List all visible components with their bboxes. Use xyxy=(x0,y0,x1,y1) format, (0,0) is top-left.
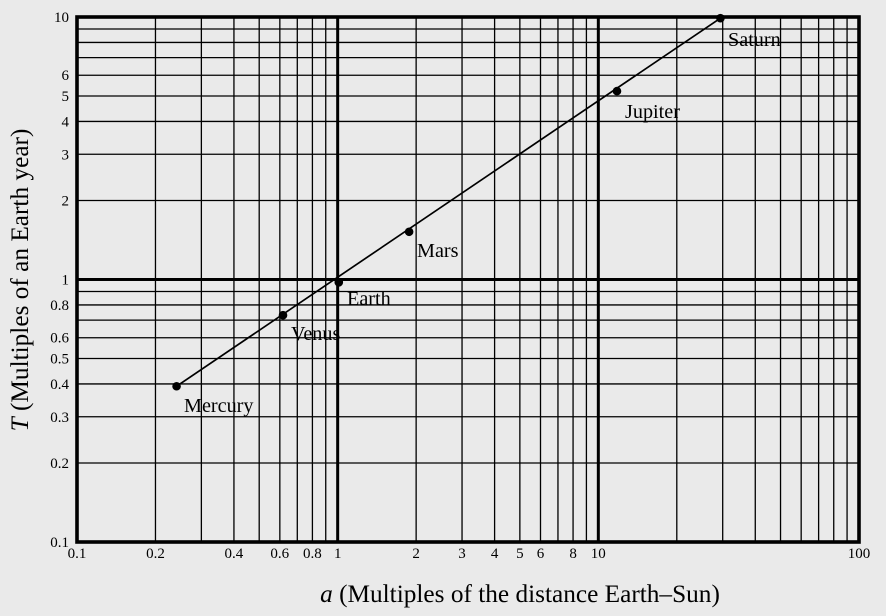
svg-text:0.4: 0.4 xyxy=(50,377,69,393)
svg-text:3: 3 xyxy=(62,147,70,163)
svg-text:3: 3 xyxy=(458,546,466,562)
svg-text:0.1: 0.1 xyxy=(68,546,87,562)
svg-text:0.6: 0.6 xyxy=(270,546,289,562)
svg-text:0.1: 0.1 xyxy=(50,535,69,551)
svg-text:10: 10 xyxy=(591,546,606,562)
svg-text:0.6: 0.6 xyxy=(50,331,69,347)
svg-text:5: 5 xyxy=(62,89,70,105)
svg-text:1: 1 xyxy=(334,546,342,562)
svg-text:Venus: Venus xyxy=(291,323,340,345)
svg-text:Mercury: Mercury xyxy=(184,395,254,417)
svg-text:1: 1 xyxy=(62,273,70,289)
svg-text:a (Multiples of the distance E: a (Multiples of the distance Earth–Sun) xyxy=(320,580,720,608)
svg-text:0.3: 0.3 xyxy=(50,410,69,426)
svg-text:4: 4 xyxy=(491,546,499,562)
svg-text:0.8: 0.8 xyxy=(50,298,69,314)
svg-text:0.5: 0.5 xyxy=(50,352,69,368)
svg-text:2: 2 xyxy=(412,546,420,562)
svg-text:10: 10 xyxy=(54,10,69,26)
svg-text:0.4: 0.4 xyxy=(225,546,244,562)
svg-text:T (Multiples of an Earth year): T (Multiples of an Earth year) xyxy=(6,129,34,432)
svg-text:5: 5 xyxy=(516,546,524,562)
svg-text:Jupiter: Jupiter xyxy=(625,101,680,123)
svg-text:6: 6 xyxy=(537,546,545,562)
svg-text:6: 6 xyxy=(62,68,70,84)
svg-text:Mars: Mars xyxy=(417,240,459,262)
svg-text:2: 2 xyxy=(62,194,70,210)
svg-text:4: 4 xyxy=(62,115,70,131)
svg-text:0.2: 0.2 xyxy=(50,456,69,472)
svg-text:Saturn: Saturn xyxy=(728,29,781,51)
svg-text:8: 8 xyxy=(569,546,577,562)
svg-text:0.8: 0.8 xyxy=(303,546,322,562)
svg-text:Earth: Earth xyxy=(347,288,391,310)
svg-text:100: 100 xyxy=(848,546,871,562)
svg-text:0.2: 0.2 xyxy=(146,546,165,562)
